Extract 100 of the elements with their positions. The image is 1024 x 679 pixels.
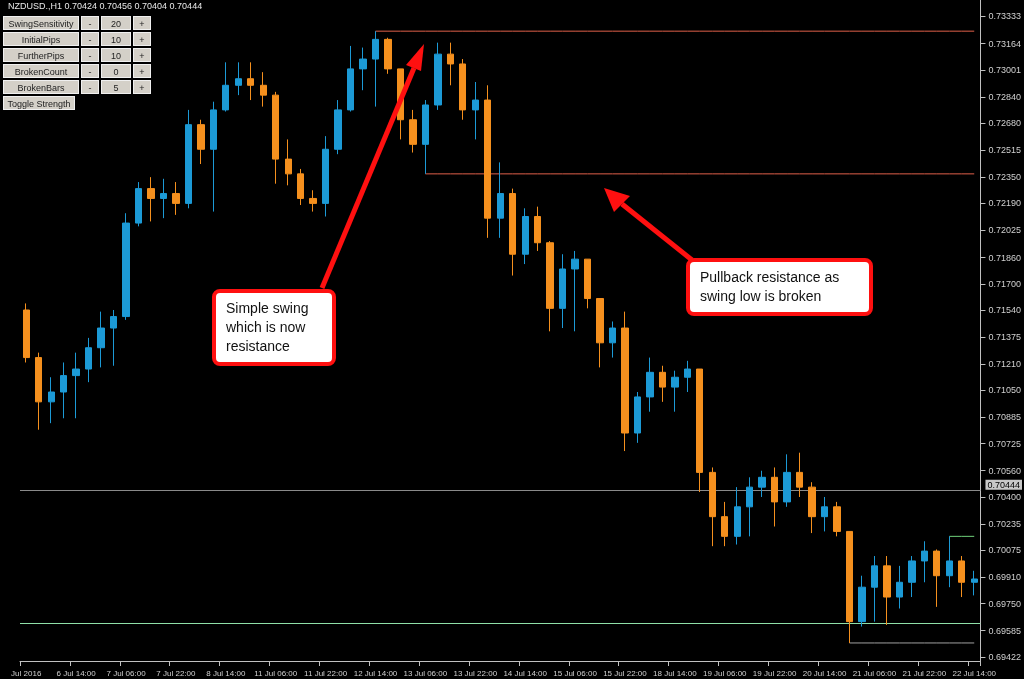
candlestick	[509, 188, 516, 277]
x-tick-label: 13 Jul 22:00	[453, 668, 498, 678]
y-tick-label: 0.73333	[988, 10, 1022, 21]
x-tick-label: 13 Jul 06:00	[403, 668, 448, 678]
candlestick	[409, 109, 417, 154]
candlestick	[185, 109, 192, 209]
candlestick	[434, 42, 442, 111]
callout-box: Simple swing which is now resistance	[212, 289, 336, 366]
candlestick	[971, 570, 978, 596]
x-tick-label: 21 Jul 06:00	[852, 668, 897, 678]
y-tick-label: 0.71375	[988, 332, 1022, 343]
candlestick	[272, 91, 279, 185]
y-tick-label: 0.71210	[988, 359, 1022, 370]
candlestick	[35, 352, 42, 431]
x-tick-label: 7 Jul 06:00	[106, 668, 147, 678]
y-tick-label: 0.69585	[988, 625, 1022, 636]
candlestick	[147, 176, 155, 222]
candlestick	[23, 302, 30, 363]
candlestick	[808, 481, 816, 534]
candlestick	[721, 501, 728, 547]
candlestick	[921, 540, 928, 583]
x-tick-label: 11 Jul 06:00	[254, 668, 298, 678]
candlestick	[534, 206, 541, 252]
x-tick-label: 6 Jul 14:00	[56, 668, 97, 678]
x-tick-label: 11 Jul 22:00	[304, 668, 348, 678]
candlestick	[946, 535, 953, 588]
annotation: -	[81, 64, 99, 78]
y-tick-label: 0.69750	[988, 598, 1022, 609]
y-tick-label: 0.70725	[988, 438, 1022, 449]
candlestick	[783, 453, 791, 508]
x-tick-label: 19 Jul 06:00	[702, 668, 748, 678]
x-tick-label: 15 Jul 06:00	[553, 668, 598, 678]
x-tick-label: Jul 2016	[11, 668, 42, 678]
candlestick	[322, 135, 329, 218]
y-tick-label: 0.70075	[988, 545, 1022, 556]
y-tick-label: 0.72840	[988, 91, 1022, 102]
candlestick	[459, 58, 466, 121]
x-tick-label: 12 Jul 14:00	[353, 668, 398, 678]
x-tick-label: 8 Jul 14:00	[206, 668, 246, 678]
candlestick	[260, 71, 267, 108]
x-tick-label: 22 Jul 14:00	[952, 668, 997, 678]
candlestick	[484, 84, 491, 239]
candlestick	[908, 555, 916, 598]
y-tick-label: 0.72680	[988, 118, 1022, 129]
candlestick	[746, 476, 753, 537]
candlestick	[933, 548, 940, 608]
candlestick	[48, 376, 55, 424]
candlestick	[384, 37, 392, 75]
y-tick-label: 0.71540	[988, 305, 1022, 315]
candlestick	[609, 320, 616, 359]
callout-box: Pullback resistance as swing low is broken	[686, 258, 873, 316]
candlestick	[522, 207, 529, 265]
candlestick	[235, 61, 242, 96]
candlestick	[571, 250, 579, 332]
y-tick-label: 0.69422	[988, 652, 1022, 663]
y-tick-label: 0.71700	[988, 278, 1022, 289]
annotation: +	[133, 16, 151, 30]
candlestick	[222, 61, 229, 113]
candlestick	[347, 45, 354, 113]
candlestick	[734, 486, 741, 546]
x-tick-label: 7 Jul 22:00	[156, 668, 197, 678]
candlestick	[883, 555, 891, 626]
annotation: InitialPips	[3, 32, 79, 46]
candlestick	[646, 357, 654, 413]
candlestick	[659, 365, 666, 403]
candlestick	[671, 370, 679, 413]
candlestick	[60, 361, 67, 419]
candlestick	[709, 466, 716, 547]
candlestick	[172, 181, 180, 216]
candlestick	[846, 530, 853, 644]
annotation: -	[81, 80, 99, 94]
candlestick	[833, 501, 841, 537]
candlestick	[285, 138, 292, 186]
y-tick-label: 0.69910	[988, 572, 1022, 583]
annotation: 20	[101, 16, 131, 30]
annotation: 10	[101, 48, 131, 62]
candlestick	[559, 253, 566, 329]
candlestick	[821, 496, 828, 532]
y-tick-label: 0.72190	[988, 198, 1022, 209]
annotation: 10	[101, 32, 131, 46]
candlestick	[447, 42, 454, 86]
x-tick-label: 18 Jul 14:00	[653, 668, 698, 678]
candlestick	[771, 466, 778, 527]
candlestick	[247, 61, 254, 101]
candlestick	[97, 311, 105, 368]
candlestick	[334, 99, 342, 155]
annotation: +	[133, 80, 151, 94]
x-tick-label: 15 Jul 22:00	[603, 668, 648, 678]
x-tick-label: 14 Jul 14:00	[503, 668, 548, 678]
candlestick	[210, 101, 217, 213]
candlestick	[297, 168, 304, 206]
y-tick-label: 0.72350	[988, 172, 1022, 183]
candlestick	[85, 337, 92, 383]
annotation: BrokenCount	[3, 64, 79, 78]
annotation: SwingSensitivity	[3, 16, 79, 30]
candlestick	[896, 565, 903, 610]
candlestick	[359, 47, 367, 91]
annotation: 5	[101, 80, 131, 94]
x-tick-label: 19 Jul 22:00	[752, 668, 797, 678]
candlestick	[596, 298, 604, 368]
